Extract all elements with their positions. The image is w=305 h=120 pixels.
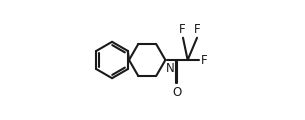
Text: F: F [179,23,186,36]
Text: O: O [172,86,181,99]
Text: N: N [166,62,174,75]
Text: F: F [201,54,207,66]
Text: F: F [194,23,200,36]
